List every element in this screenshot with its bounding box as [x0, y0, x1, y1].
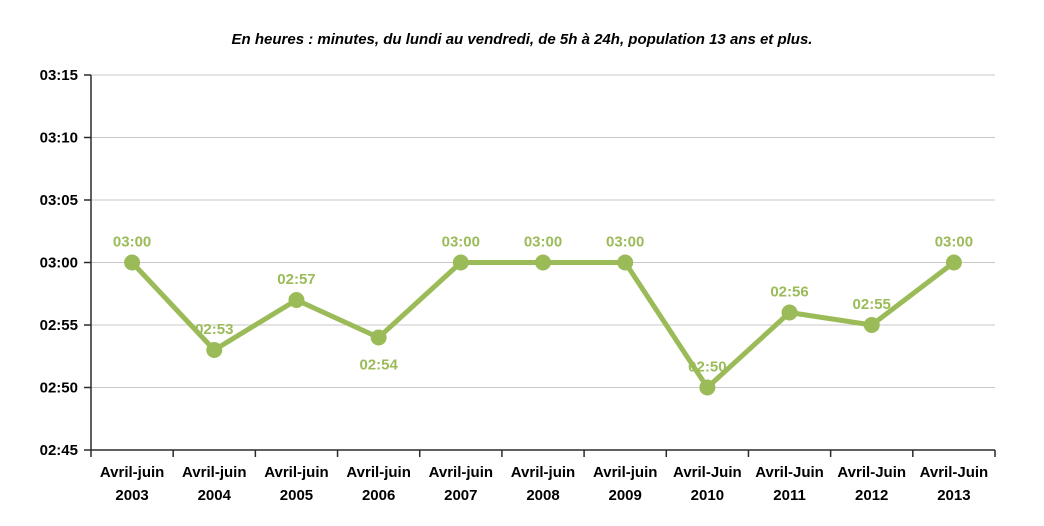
- data-label: 03:00: [442, 234, 480, 251]
- data-point: [370, 329, 387, 346]
- x-axis-label-year: 2005: [280, 487, 313, 504]
- data-label: 03:00: [606, 234, 644, 251]
- x-axis-label-year: 2009: [608, 487, 641, 504]
- x-axis-label-year: 2006: [362, 487, 395, 504]
- x-axis-label-period: Avril-Juin: [837, 464, 906, 481]
- x-axis-label-year: 2007: [444, 487, 477, 504]
- x-axis-label-year: 2004: [198, 487, 232, 504]
- y-axis-label: 02:50: [40, 380, 78, 397]
- x-axis-label-period: Avril-juin: [593, 464, 657, 481]
- data-label: 03:00: [113, 234, 151, 251]
- data-point: [288, 292, 305, 308]
- data-label: 02:56: [770, 284, 808, 301]
- x-axis-label-year: 2003: [115, 487, 148, 504]
- x-axis-label-period: Avril-juin: [182, 464, 246, 481]
- data-point: [124, 254, 141, 271]
- data-point: [863, 317, 880, 333]
- x-axis-label-period: Avril-juin: [100, 464, 164, 481]
- data-point: [945, 254, 962, 271]
- y-axis-label: 03:10: [40, 130, 78, 147]
- x-axis-label-period: Avril-Juin: [755, 464, 824, 481]
- x-axis-label-year: 2012: [855, 487, 888, 504]
- data-point: [535, 254, 551, 271]
- x-axis-label-year: 2011: [773, 487, 806, 504]
- x-axis-label-period: Avril-Juin: [920, 464, 989, 481]
- x-axis-label-year: 2013: [937, 487, 970, 504]
- y-axis-label: 02:45: [40, 442, 78, 459]
- y-axis-label: 02:55: [40, 317, 78, 334]
- x-axis-label-year: 2008: [526, 487, 559, 504]
- data-label: 03:00: [524, 234, 562, 251]
- y-axis-label: 03:05: [40, 192, 78, 209]
- data-point: [699, 379, 716, 396]
- x-axis-label-year: 2010: [691, 487, 724, 504]
- data-label: 02:55: [853, 296, 891, 313]
- y-axis-label: 03:00: [40, 255, 78, 272]
- data-label: 02:57: [277, 271, 315, 288]
- data-label: 02:53: [195, 321, 233, 338]
- data-point: [206, 342, 223, 358]
- x-axis-label-period: Avril-juin: [346, 464, 410, 481]
- data-label: 02:54: [359, 357, 398, 374]
- y-axis-label: 03:15: [40, 67, 78, 84]
- data-point: [781, 304, 798, 321]
- chart-title: En heures : minutes, du lundi au vendred…: [231, 31, 813, 48]
- x-axis-label-period: Avril-juin: [511, 464, 575, 481]
- x-axis-label-period: Avril-Juin: [673, 464, 742, 481]
- data-label: 03:00: [935, 234, 973, 251]
- data-point: [617, 254, 634, 271]
- x-axis-label-period: Avril-juin: [264, 464, 328, 481]
- x-axis-label-period: Avril-juin: [429, 464, 493, 481]
- data-point: [452, 254, 469, 271]
- data-label: 02:50: [688, 359, 726, 376]
